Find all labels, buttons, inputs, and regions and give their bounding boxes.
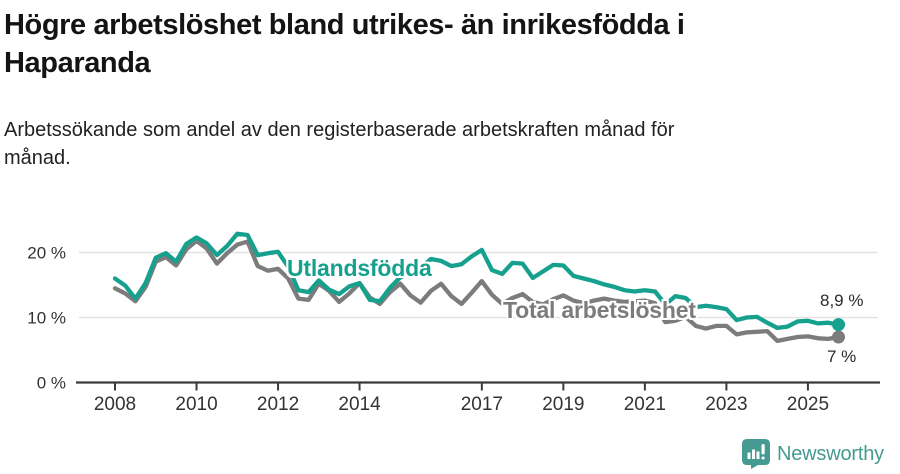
y-tick-label: 0 % [37, 374, 66, 393]
x-tick-label: 2023 [705, 394, 747, 415]
logo-exclamation-stem [761, 444, 765, 455]
x-tick-label: 2019 [542, 394, 584, 415]
x-tick-label: 2021 [624, 394, 666, 415]
series-label-utlandsfodda: Utlandsfödda [287, 255, 432, 281]
logo-bar-1 [747, 452, 751, 459]
newsworthy-brand-text: Newsworthy [777, 442, 884, 465]
end-dot [831, 318, 845, 332]
logo-bar-2 [752, 449, 755, 459]
x-tick-label: 2025 [787, 394, 829, 415]
subtitle-line-2: månad. [4, 147, 71, 169]
x-tick-label: 2012 [257, 394, 299, 415]
title-line-2: Haparanda [4, 47, 151, 79]
x-tick-label: 2014 [338, 394, 381, 415]
line-total-arbetsloshet [112, 238, 841, 344]
axes: 0 % 10 % 20 % 2008 2010 2012 2014 2017 2019 2021 2… [27, 244, 880, 415]
logo-exclamation-dot [761, 456, 765, 460]
y-tick-label: 20 % [27, 244, 66, 263]
series-label-total-arbetsloshet: Total arbetslöshet [503, 297, 696, 323]
newsworthy-logo: Newsworthy [742, 439, 884, 469]
series-lines [112, 231, 845, 344]
newsworthy-logo-icon [742, 439, 770, 469]
x-tick-label: 2008 [94, 394, 136, 415]
x-tick-label: 2010 [175, 394, 217, 415]
end-value-label-total: 7 % [827, 347, 857, 366]
end-value-label-utlandsfodda: 8,9 % [820, 291, 864, 310]
line-utlandsfodda [112, 231, 841, 331]
end-dot [831, 330, 845, 344]
chart-subtitle: Arbetssökande som andel av den registerb… [4, 116, 864, 172]
y-tick-label: 10 % [27, 309, 66, 328]
page-title: Högre arbetslöshet bland utrikes- än inr… [4, 6, 864, 82]
x-tick-label: 2017 [461, 394, 503, 415]
title-line-1: Högre arbetslöshet bland utrikes- än inr… [4, 9, 685, 41]
logo-bar-3 [756, 451, 760, 459]
subtitle-line-1: Arbetssökande som andel av den registerb… [4, 119, 675, 141]
